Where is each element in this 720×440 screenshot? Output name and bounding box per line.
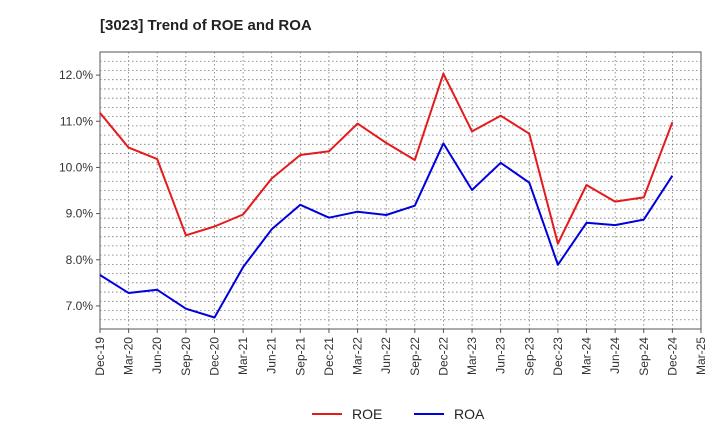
x-tick-label: Mar-20 [122,337,136,375]
x-tick-label: Dec-19 [93,337,107,376]
y-tick-label: 11.0% [60,114,93,128]
x-tick-label: Dec-24 [665,337,679,376]
x-tick-label: Jun-23 [494,337,508,374]
legend-label-roe: ROE [352,406,382,422]
x-tick-label: Mar-23 [465,337,479,375]
x-tick-label: Sep-21 [293,337,307,376]
x-tick-label: Jun-22 [379,337,393,374]
x-tick-label: Jun-24 [608,337,622,374]
y-tick-label: 12.0% [59,68,93,82]
x-tick-label: Mar-24 [580,337,594,375]
x-tick-label: Sep-24 [637,337,651,376]
y-tick-label: 9.0% [66,207,94,221]
x-tick-label: Mar-25 [694,337,708,375]
y-axis-ticks: 7.0% 8.0% 9.0% 10.0% 11.0% 12.0% [59,68,100,313]
x-tick-label: Mar-21 [236,337,250,375]
legend-label-roa: ROA [454,406,485,422]
y-tick-label: 8.0% [66,253,94,267]
x-tick-label: Mar-22 [351,337,365,375]
x-tick-label: Jun-20 [150,337,164,374]
x-tick-label: Dec-21 [322,337,336,376]
y-tick-label: 10.0% [59,160,93,174]
series-layer [99,72,674,319]
legend: ROE ROA [312,406,485,422]
y-tick-label: 7.0% [66,299,94,313]
chart-title: [3023] Trend of ROE and ROA [100,17,312,34]
x-tick-label: Dec-20 [207,337,221,376]
y-gridlines [100,60,701,321]
x-tick-label: Sep-20 [179,337,193,376]
x-tick-label: Dec-23 [551,337,565,376]
x-tick-label: Sep-22 [408,337,422,376]
x-axis-ticks: Dec-19 Mar-20 Jun-20 Sep-20 Dec-20 Mar-21 Jun-… [93,329,708,376]
x-tick-label: Dec-22 [436,337,450,376]
series-line-roa [99,142,674,319]
series-line-roe [99,72,674,245]
x-tick-label: Jun-21 [265,337,279,374]
x-tick-label: Sep-23 [522,337,536,376]
